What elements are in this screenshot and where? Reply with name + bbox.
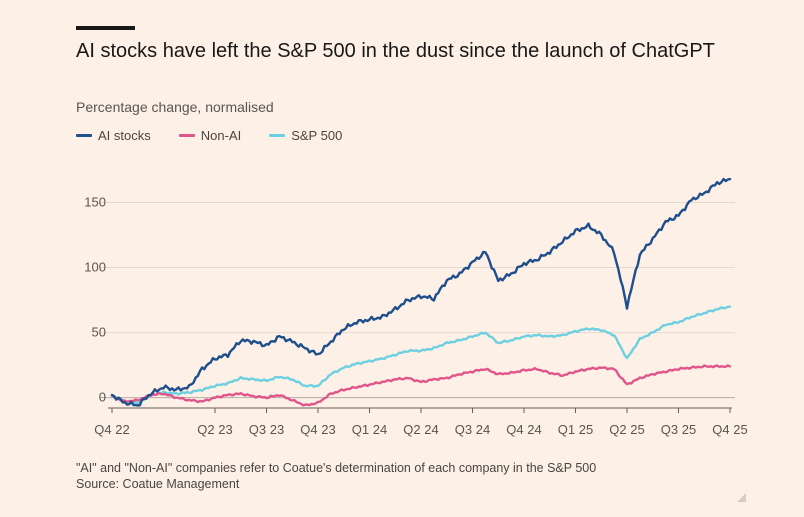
y-tick-label-0: 0 <box>99 390 106 405</box>
x-tick-label-0: Q4 22 <box>94 422 129 437</box>
footnote-source: Source: Coatue Management <box>76 477 240 491</box>
x-tick-label-5: Q2 24 <box>403 422 438 437</box>
y-tick-label-100: 100 <box>84 260 106 275</box>
chart-subtitle: Percentage change, normalised <box>76 99 274 115</box>
series-line-s-p-500 <box>110 305 732 405</box>
footnote-note: "AI" and "Non-AI" companies refer to Coa… <box>76 461 597 475</box>
x-tick-label-3: Q4 23 <box>300 422 335 437</box>
top-rule <box>76 26 135 30</box>
x-tick-label-11: Q4 25 <box>712 422 747 437</box>
legend-item-non-ai: Non-AI <box>178 128 242 143</box>
y-tick-label-50: 50 <box>92 325 106 340</box>
series-line-ai-stocks <box>110 177 732 407</box>
resize-corner-icon <box>737 493 746 502</box>
legend-item-ai: AI stocks <box>76 128 151 143</box>
legend-item-sp500: S&P 500 <box>269 128 342 143</box>
x-tick-label-2: Q3 23 <box>249 422 284 437</box>
legend-swatch-sp500 <box>269 134 286 137</box>
x-tick-label-6: Q3 24 <box>455 422 490 437</box>
legend-label-ai: AI stocks <box>98 128 151 143</box>
legend-swatch-ai <box>76 134 92 137</box>
x-tick-label-8: Q1 25 <box>558 422 593 437</box>
x-tick-label-10: Q3 25 <box>661 422 696 437</box>
y-tick-label-150: 150 <box>84 195 106 210</box>
x-tick-label-1: Q2 23 <box>197 422 232 437</box>
legend-label-sp500: S&P 500 <box>291 128 343 143</box>
x-tick-label-7: Q4 24 <box>506 422 541 437</box>
x-tick-label-4: Q1 24 <box>352 422 387 437</box>
legend-label-non-ai: Non-AI <box>200 128 242 143</box>
series-line-non-ai <box>110 364 732 407</box>
footnote: "AI" and "Non-AI" companies refer to Coa… <box>76 460 596 492</box>
chart-title: AI stocks have left the S&P 500 in the d… <box>76 40 715 62</box>
x-tick-label-9: Q2 25 <box>609 422 644 437</box>
legend: AI stocks Non-AI S&P 500 <box>76 128 342 143</box>
legend-swatch-non-ai <box>178 134 195 137</box>
